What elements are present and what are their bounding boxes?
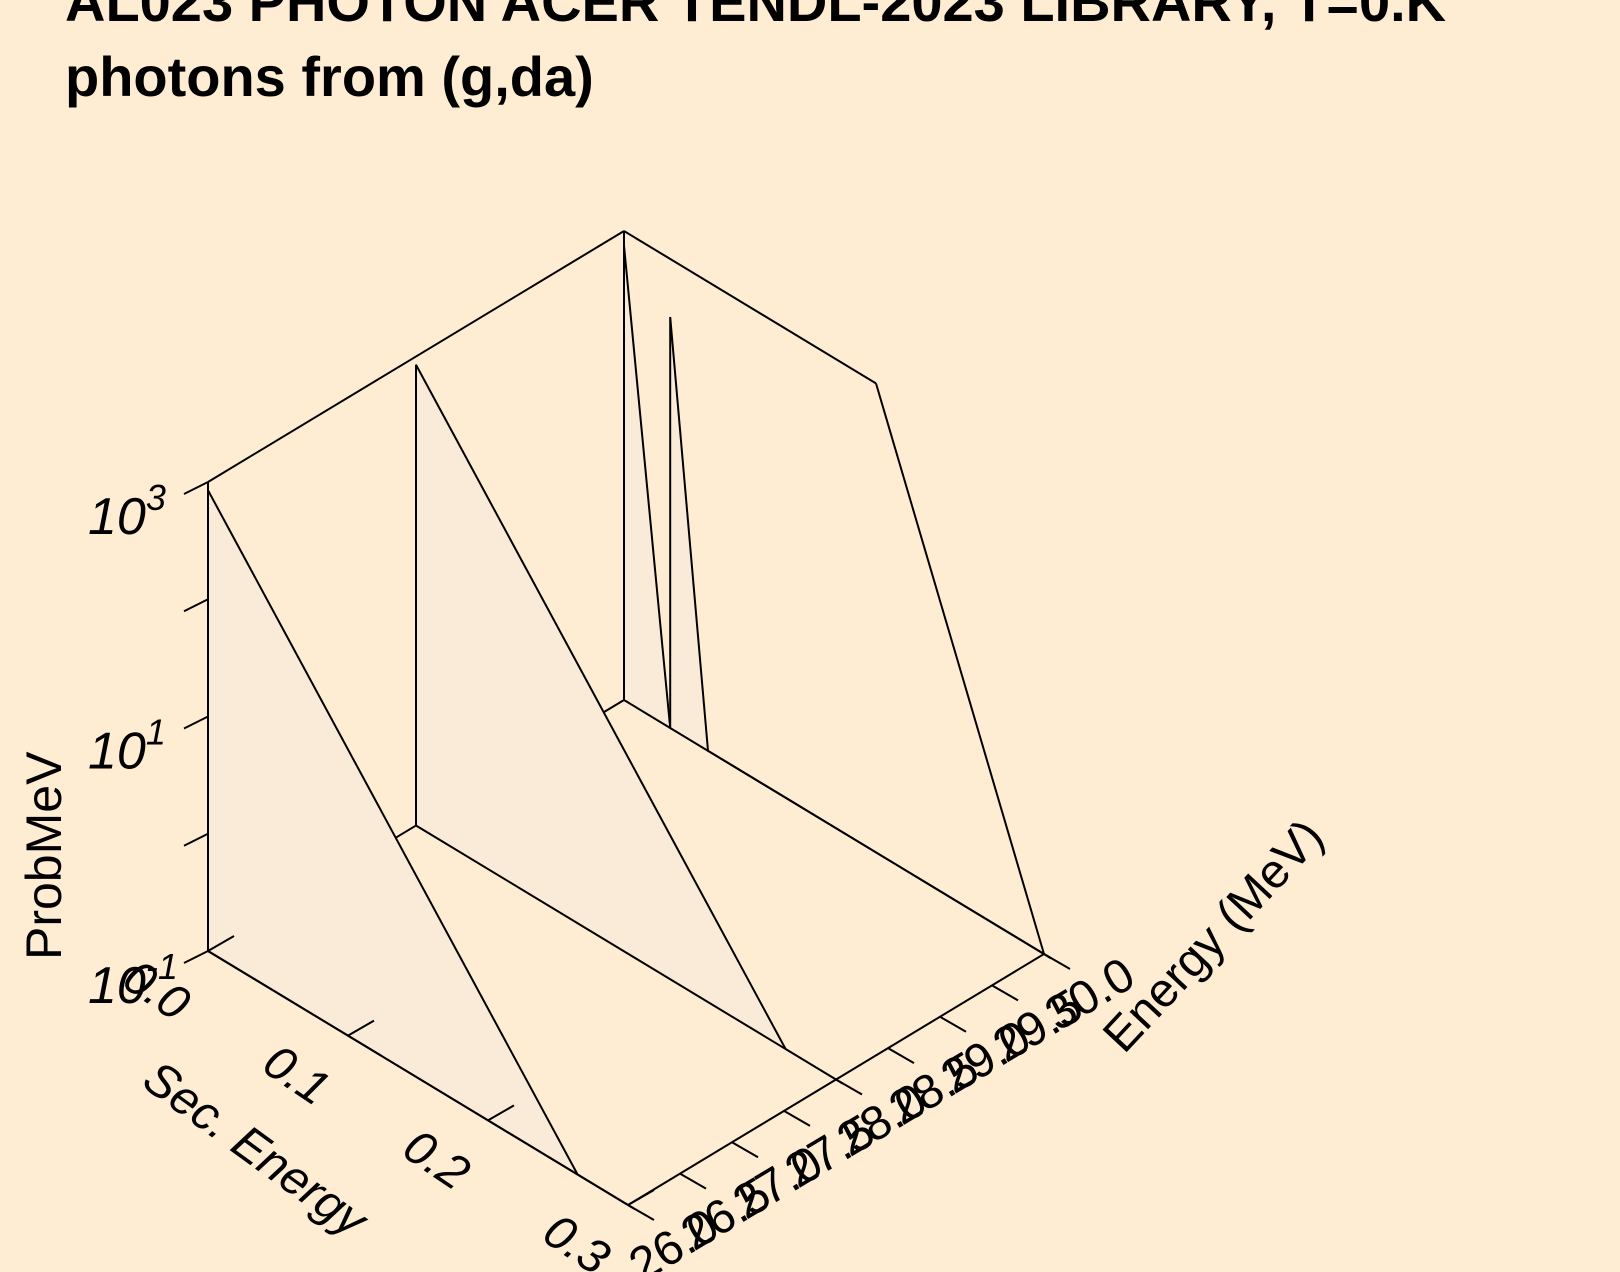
title-line-1: AL023 PHOTON ACER TENDL-2023 LIBRARY, T=… (65, 0, 1447, 33)
energy-tick (679, 1172, 707, 1190)
energy-axis-label: Energy (MeV) (1093, 810, 1334, 1063)
top-right-edge (623, 230, 877, 385)
z-tick (183, 715, 209, 730)
sec-energy-tick (487, 1104, 515, 1122)
title-line-2: photons from (g,da) (65, 45, 594, 108)
sec-energy-tick-label: 0.1 (254, 1035, 339, 1116)
z-tick (183, 598, 209, 613)
energy-tick (783, 1110, 811, 1127)
z-tick (183, 481, 209, 495)
energy-tick (627, 1204, 655, 1221)
energy-tick (835, 1078, 863, 1096)
z-tick-label: 101 (88, 712, 166, 781)
sec-energy-tick (207, 935, 235, 952)
energy-tick (991, 984, 1019, 1002)
z-tick-label: 103 (88, 477, 166, 546)
z-axis-label: ProbMeV (16, 751, 72, 960)
sec-energy-axis-label: Sec. Energy (134, 1051, 379, 1249)
energy-tick (887, 1047, 915, 1064)
curtain-1 (415, 364, 837, 1081)
sec-energy-axis-line (207, 950, 629, 1206)
sec-energy-tick (627, 1189, 655, 1206)
curtain-2 (623, 245, 672, 730)
right-wall-edge (875, 383, 1045, 955)
data-curtains (207, 245, 1052, 1211)
z-tick (183, 832, 209, 847)
back-top-edge (207, 230, 625, 483)
chart-title: AL023 PHOTON ACER TENDL-2023 LIBRARY, T=… (65, 0, 1446, 114)
energy-tick (939, 1015, 967, 1033)
curtain-3 (669, 316, 710, 753)
sec-energy-tick-label: 0.3 (534, 1204, 619, 1272)
energy-tick (1043, 953, 1071, 970)
energy-tick (731, 1141, 759, 1159)
z-tick-label: 10-1 (88, 946, 178, 1015)
z-tick (183, 950, 209, 964)
curtain-floor-3 (707, 749, 1052, 960)
sec-energy-tick (347, 1019, 375, 1037)
sec-energy-tick-label: 0.2 (394, 1120, 479, 1201)
